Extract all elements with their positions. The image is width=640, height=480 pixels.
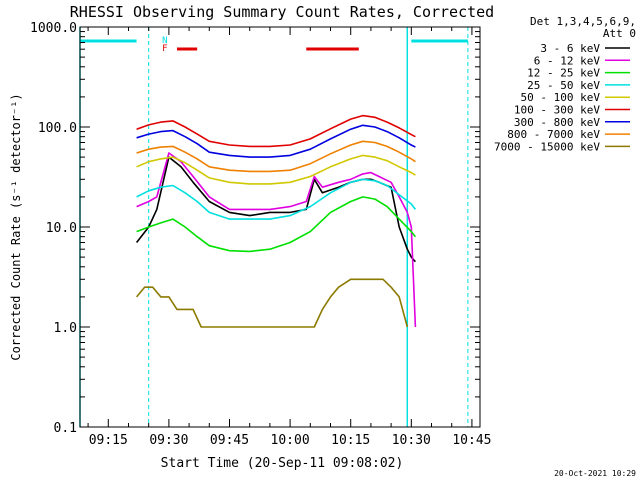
y-tick-label-4: 1000.0 — [30, 21, 77, 36]
y-tick-label-3: 100.0 — [38, 121, 77, 136]
y-tick-label-1: 1.0 — [54, 321, 77, 336]
y-tick-label-2: 10.0 — [46, 221, 77, 236]
x-tick-label-6: 10:45 — [452, 433, 491, 448]
legend-header-1: Att 0 — [603, 27, 636, 40]
legend-label-7: 800 - 7000 keV — [507, 128, 600, 141]
legend-header-0: Det 1,3,4,5,6,9, — [530, 15, 636, 28]
flag-label-0: N — [162, 36, 167, 46]
legend-label-8: 7000 - 15000 keV — [494, 140, 600, 153]
series-line-3 — [136, 178, 417, 220]
legend-label-3: 25 - 50 keV — [527, 79, 600, 92]
legend-label-5: 100 - 300 keV — [514, 104, 600, 117]
x-tick-label-2: 09:45 — [210, 433, 249, 448]
legend-label-4: 50 - 100 keV — [521, 91, 601, 104]
legend-label-2: 12 - 25 keV — [527, 67, 600, 80]
series-line-7 — [136, 140, 416, 173]
x-tick-label-5: 10:30 — [392, 433, 431, 448]
ticks-layer: 09:15 09:30 09:45 10:00 10:15 10:30 10:45 0.1 1.… — [30, 21, 491, 448]
series-line-4 — [136, 154, 416, 185]
x-tick-label-4: 10:15 — [331, 433, 370, 448]
series-line-8 — [135, 278, 409, 328]
series-line-2 — [136, 196, 417, 253]
legend-label-0: 3 - 6 keV — [540, 42, 600, 55]
series-line-6 — [136, 124, 416, 158]
x-tick-label-3: 10:00 — [271, 433, 310, 448]
y-axis-label: Corrected Count Rate (s⁻¹ detector⁻¹) — [9, 93, 23, 360]
x-axis-label: Start Time (20-Sep-11 09:08:02) — [161, 456, 404, 471]
y-tick-label-0: 0.1 — [54, 421, 77, 436]
legend-label-1: 6 - 12 keV — [534, 54, 601, 67]
chart-title: RHESSI Observing Summary Count Rates, Co… — [70, 3, 494, 21]
flag-label-1: F — [162, 44, 167, 54]
x-tick-label-1: 09:30 — [149, 433, 188, 448]
series-line-0 — [135, 156, 416, 263]
footer-date: 20-Oct-2021 10:29 — [554, 469, 636, 478]
x-tick-label-0: 09:15 — [89, 433, 128, 448]
series-line-5 — [136, 114, 416, 148]
data-layer: NF — [79, 27, 469, 427]
legend-label-6: 300 - 800 keV — [514, 116, 600, 129]
